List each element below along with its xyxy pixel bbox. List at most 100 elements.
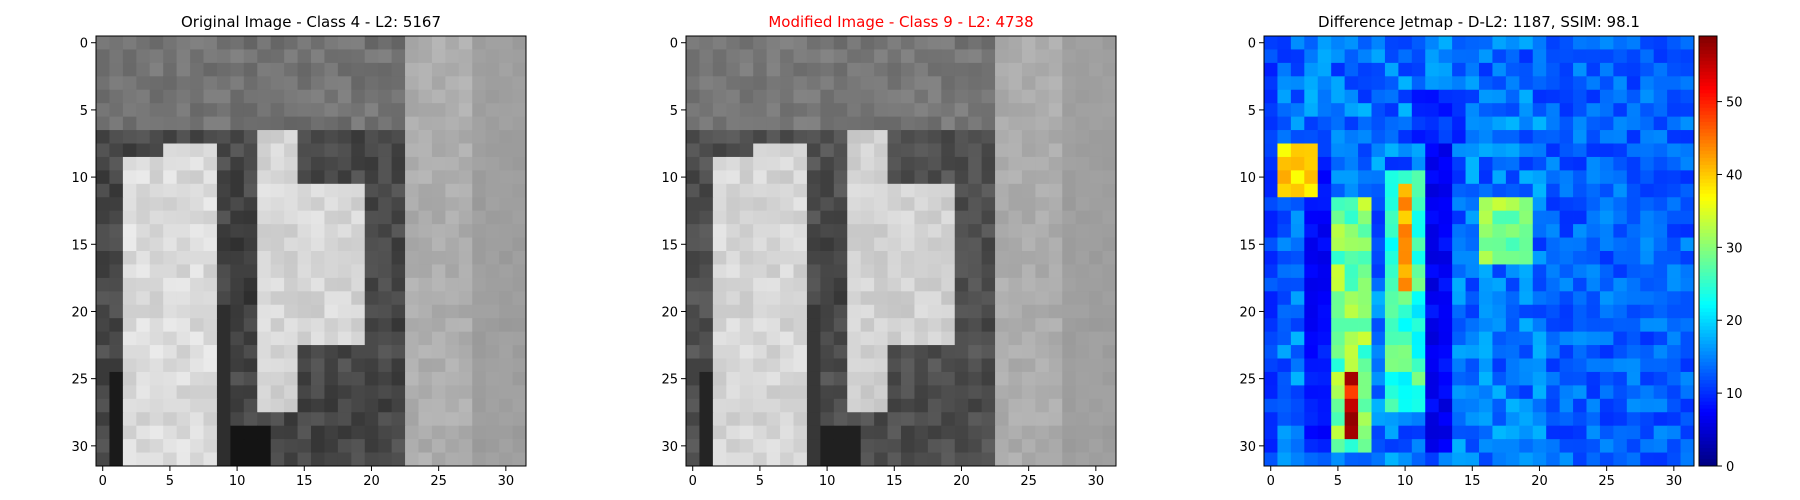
heatmap-cell	[780, 371, 794, 386]
heatmap-cell	[391, 412, 406, 427]
heatmap-cell	[378, 412, 393, 427]
heatmap-cell	[1008, 76, 1023, 91]
colorbar-band	[1699, 118, 1717, 123]
heatmap-cell	[726, 304, 741, 319]
heatmap-cell	[901, 291, 915, 306]
heatmap-cell	[1264, 345, 1278, 359]
heatmap-cell	[1559, 103, 1574, 118]
heatmap-cell	[1599, 130, 1614, 144]
heatmap-cell	[243, 89, 258, 104]
heatmap-cell	[1008, 237, 1023, 252]
heatmap-cell	[968, 331, 983, 346]
heatmap-cell	[739, 318, 754, 333]
heatmap-cell	[712, 143, 727, 158]
heatmap-cell	[109, 143, 124, 158]
heatmap-cell	[1505, 237, 1520, 252]
heatmap-cell	[887, 76, 902, 91]
heatmap-cell	[1599, 331, 1614, 346]
heatmap-cell	[806, 452, 821, 467]
heatmap-cell	[1371, 358, 1386, 373]
heatmap-cell	[163, 36, 178, 50]
heatmap-cell	[270, 277, 285, 292]
heatmap-cell	[1277, 331, 1292, 346]
heatmap-cell	[485, 385, 500, 400]
heatmap-cell	[1586, 291, 1601, 306]
heatmap-cell	[149, 385, 164, 400]
heatmap-cell	[1062, 49, 1077, 64]
heatmap-cell	[927, 291, 942, 306]
heatmap-cell	[1626, 156, 1641, 171]
heatmap-cell	[1532, 36, 1547, 50]
heatmap-cell	[1586, 345, 1601, 359]
heatmap-cell	[806, 412, 821, 427]
heatmap-cell	[284, 89, 298, 104]
heatmap-cell	[1452, 331, 1466, 346]
heatmap-cell	[1546, 277, 1561, 292]
heatmap-cell	[1559, 170, 1574, 185]
heatmap-cell	[458, 197, 473, 212]
heatmap-cell	[1573, 170, 1587, 185]
heatmap-cell	[1102, 277, 1117, 292]
heatmap-cell	[1425, 304, 1440, 319]
heatmap-cell	[1075, 331, 1090, 346]
heatmap-cell	[351, 439, 366, 453]
heatmap-cell	[1452, 49, 1466, 64]
colorbar-band	[1699, 157, 1717, 162]
heatmap-cell	[1613, 143, 1628, 158]
heatmap-cell	[1452, 371, 1466, 386]
heatmap-cell	[1519, 277, 1534, 292]
heatmap-cell	[833, 183, 848, 198]
heatmap-cell	[1008, 385, 1023, 400]
heatmap-cell	[1264, 116, 1278, 131]
heatmap-cell	[1599, 210, 1614, 225]
heatmap-cell	[149, 425, 164, 440]
heatmap-cell	[1102, 439, 1117, 453]
heatmap-cell	[324, 304, 339, 319]
heatmap-cell	[1102, 304, 1117, 319]
heatmap-cell	[431, 425, 446, 440]
heatmap-cell	[1277, 345, 1292, 359]
heatmap-cell	[1599, 89, 1614, 104]
heatmap-cell	[324, 371, 339, 386]
heatmap-cell	[968, 345, 983, 359]
heatmap-cell	[1425, 251, 1440, 265]
heatmap-cell	[216, 371, 231, 386]
heatmap-cell	[1559, 385, 1574, 400]
heatmap-cell	[1586, 89, 1601, 104]
heatmap-cell	[431, 345, 446, 359]
heatmap-cell	[1465, 398, 1480, 413]
heatmap-cell	[1398, 197, 1413, 212]
heatmap-cell	[230, 89, 245, 104]
heatmap-cell	[833, 277, 848, 292]
heatmap-cell	[753, 277, 768, 292]
heatmap-cell	[458, 143, 473, 158]
colorbar-band	[1699, 125, 1717, 130]
heatmap-cell	[793, 156, 808, 171]
heatmap-cell	[405, 170, 419, 185]
heatmap-cells	[1264, 36, 1695, 467]
heatmap-cell	[136, 318, 151, 333]
heatmap-cell	[712, 264, 727, 279]
heatmap-cell	[968, 358, 983, 373]
heatmap-cell	[726, 398, 741, 413]
heatmap-cell	[1304, 170, 1319, 185]
heatmap-cell	[1613, 318, 1628, 333]
heatmap-cell	[512, 116, 527, 131]
heatmap-cell	[1680, 425, 1695, 440]
heatmap-cell	[1304, 130, 1319, 144]
heatmap-cell	[712, 62, 727, 77]
heatmap-cell	[1519, 116, 1534, 131]
heatmap-cell	[297, 62, 312, 77]
heatmap-cell	[1546, 210, 1561, 225]
heatmap-cell	[833, 156, 848, 171]
heatmap-cell	[216, 89, 231, 104]
heatmap-cell	[230, 62, 245, 77]
heatmap-cell	[351, 291, 366, 306]
heatmap-cell	[766, 358, 781, 373]
heatmap-cell	[1358, 371, 1372, 386]
heatmap-cell	[1479, 62, 1493, 77]
heatmap-cell	[753, 439, 768, 453]
heatmap-cell	[1398, 264, 1413, 279]
heatmap-cell	[1035, 345, 1050, 359]
heatmap-cell	[954, 439, 969, 453]
